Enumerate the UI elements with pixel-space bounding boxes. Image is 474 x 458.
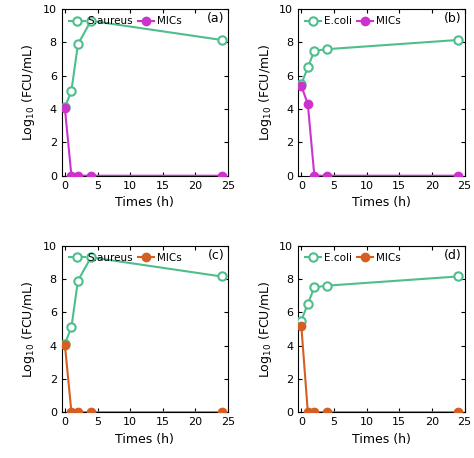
MICs [88, 173, 94, 179]
Text: (c): (c) [208, 249, 225, 262]
MICs [62, 105, 68, 111]
S.aureus [75, 278, 81, 284]
Line: S.aureus: S.aureus [61, 253, 226, 348]
E.coli [311, 48, 317, 54]
Y-axis label: Log$_{10}$ (FCU/mL): Log$_{10}$ (FCU/mL) [20, 280, 37, 377]
MICs [325, 173, 330, 179]
Line: E.coli: E.coli [297, 273, 462, 325]
S.aureus [69, 325, 74, 330]
S.aureus [88, 255, 94, 260]
X-axis label: Times (h): Times (h) [116, 196, 174, 209]
X-axis label: Times (h): Times (h) [352, 196, 410, 209]
MICs [69, 409, 74, 415]
E.coli [455, 37, 461, 43]
MICs [69, 173, 74, 179]
MICs [219, 409, 224, 415]
E.coli [305, 301, 310, 307]
S.aureus [219, 274, 224, 279]
E.coli [311, 284, 317, 290]
Legend: E.coli, MICs: E.coli, MICs [303, 14, 403, 28]
S.aureus [75, 41, 81, 47]
X-axis label: Times (h): Times (h) [352, 433, 410, 446]
Legend: S.aureus, MICs: S.aureus, MICs [67, 14, 184, 28]
Text: (d): (d) [444, 249, 461, 262]
MICs [88, 409, 94, 415]
Line: MICs: MICs [297, 322, 462, 416]
MICs [455, 409, 461, 415]
Y-axis label: Log$_{10}$ (FCU/mL): Log$_{10}$ (FCU/mL) [256, 280, 273, 377]
MICs [299, 323, 304, 328]
Legend: S.aureus, MICs: S.aureus, MICs [67, 251, 184, 265]
MICs [311, 409, 317, 415]
E.coli [455, 274, 461, 279]
MICs [75, 173, 81, 179]
MICs [62, 342, 68, 348]
Text: (b): (b) [444, 12, 461, 26]
E.coli [299, 82, 304, 87]
E.coli [325, 46, 330, 52]
MICs [305, 101, 310, 107]
S.aureus [62, 341, 68, 347]
MICs [325, 409, 330, 415]
Line: MICs: MICs [297, 82, 462, 180]
E.coli [305, 65, 310, 70]
S.aureus [62, 105, 68, 110]
E.coli [325, 283, 330, 289]
Line: MICs: MICs [61, 341, 226, 416]
S.aureus [69, 88, 74, 93]
MICs [299, 83, 304, 88]
Y-axis label: Log$_{10}$ (FCU/mL): Log$_{10}$ (FCU/mL) [20, 44, 37, 141]
Line: MICs: MICs [61, 104, 226, 180]
MICs [305, 409, 310, 415]
MICs [219, 173, 224, 179]
Line: S.aureus: S.aureus [61, 16, 226, 112]
MICs [311, 173, 317, 179]
Y-axis label: Log$_{10}$ (FCU/mL): Log$_{10}$ (FCU/mL) [256, 44, 273, 141]
S.aureus [88, 18, 94, 23]
X-axis label: Times (h): Times (h) [116, 433, 174, 446]
E.coli [299, 318, 304, 323]
S.aureus [219, 37, 224, 43]
Line: E.coli: E.coli [297, 36, 462, 88]
MICs [75, 409, 81, 415]
MICs [455, 173, 461, 179]
Legend: E.coli, MICs: E.coli, MICs [303, 251, 403, 265]
Text: (a): (a) [207, 12, 225, 26]
